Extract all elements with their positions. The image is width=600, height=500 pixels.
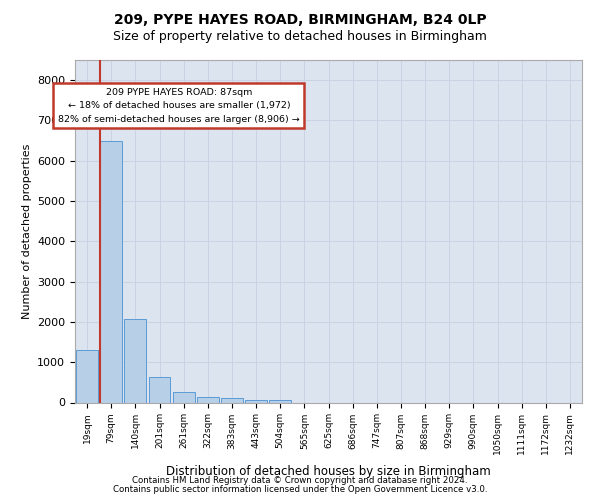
Bar <box>173 392 194 402</box>
Text: Contains HM Land Registry data © Crown copyright and database right 2024.: Contains HM Land Registry data © Crown c… <box>132 476 468 485</box>
Text: 209 PYPE HAYES ROAD: 87sqm
← 18% of detached houses are smaller (1,972)
82% of s: 209 PYPE HAYES ROAD: 87sqm ← 18% of deta… <box>58 88 299 124</box>
Bar <box>269 400 291 402</box>
Bar <box>76 350 98 403</box>
Bar <box>149 377 170 402</box>
Bar <box>221 398 243 402</box>
X-axis label: Distribution of detached houses by size in Birmingham: Distribution of detached houses by size … <box>166 466 491 478</box>
Bar <box>197 397 218 402</box>
Bar <box>245 400 267 402</box>
Y-axis label: Number of detached properties: Number of detached properties <box>22 144 32 319</box>
Text: Contains public sector information licensed under the Open Government Licence v3: Contains public sector information licen… <box>113 485 487 494</box>
Text: Size of property relative to detached houses in Birmingham: Size of property relative to detached ho… <box>113 30 487 43</box>
Bar <box>124 318 146 402</box>
Bar <box>100 140 122 402</box>
Text: 209, PYPE HAYES ROAD, BIRMINGHAM, B24 0LP: 209, PYPE HAYES ROAD, BIRMINGHAM, B24 0L… <box>113 12 487 26</box>
